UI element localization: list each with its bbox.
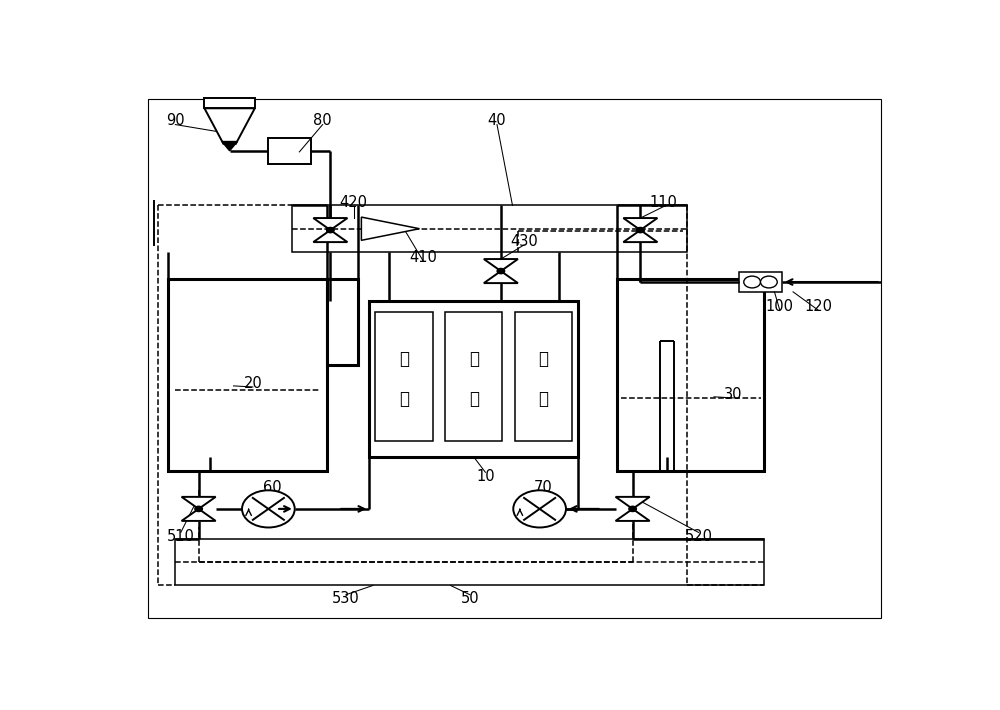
Bar [739,272,782,292]
Bar [268,138,311,165]
Text: 10: 10 [476,469,495,484]
Polygon shape [623,230,657,242]
Circle shape [637,227,644,233]
Circle shape [195,506,202,511]
Text: 隔: 隔 [469,350,479,368]
Circle shape [761,276,777,288]
Text: 负: 负 [538,350,548,368]
Text: 极: 极 [538,391,548,408]
Text: 20: 20 [244,376,262,391]
Text: 410: 410 [409,250,437,265]
Text: 极: 极 [399,391,409,408]
Polygon shape [616,497,650,509]
Circle shape [242,491,295,528]
Bar [445,312,502,440]
Bar [617,279,764,471]
Polygon shape [623,218,657,230]
Circle shape [629,506,636,511]
Text: 110: 110 [650,195,678,210]
Polygon shape [484,259,518,271]
Text: 120: 120 [805,299,833,314]
Text: 正: 正 [399,350,409,368]
Polygon shape [313,218,347,230]
Polygon shape [204,109,255,144]
Circle shape [744,276,760,288]
Circle shape [327,227,334,233]
Bar [375,312,433,440]
Text: 膜: 膜 [469,391,479,408]
Text: 100: 100 [766,299,794,314]
Circle shape [513,491,566,528]
Text: 430: 430 [510,234,538,248]
Bar [175,539,764,586]
Text: 510: 510 [167,529,195,544]
Text: 520: 520 [684,529,712,544]
Bar [515,312,572,440]
Polygon shape [361,217,420,240]
Bar [168,279,326,471]
Text: 70: 70 [534,479,553,495]
Bar [292,205,687,252]
Text: 420: 420 [340,195,368,210]
Bar [204,98,255,109]
Text: 40: 40 [488,113,506,129]
Text: 60: 60 [263,479,282,495]
Polygon shape [182,509,216,521]
Bar [326,279,358,366]
Text: 50: 50 [461,591,479,606]
Bar [369,301,578,457]
Text: 90: 90 [166,113,185,129]
Text: 80: 80 [313,113,332,129]
Text: 30: 30 [724,386,743,402]
Polygon shape [313,230,347,242]
Polygon shape [222,141,237,151]
Circle shape [497,268,505,274]
Polygon shape [484,271,518,283]
Text: 530: 530 [332,591,360,606]
Polygon shape [616,509,650,521]
Polygon shape [182,497,216,509]
